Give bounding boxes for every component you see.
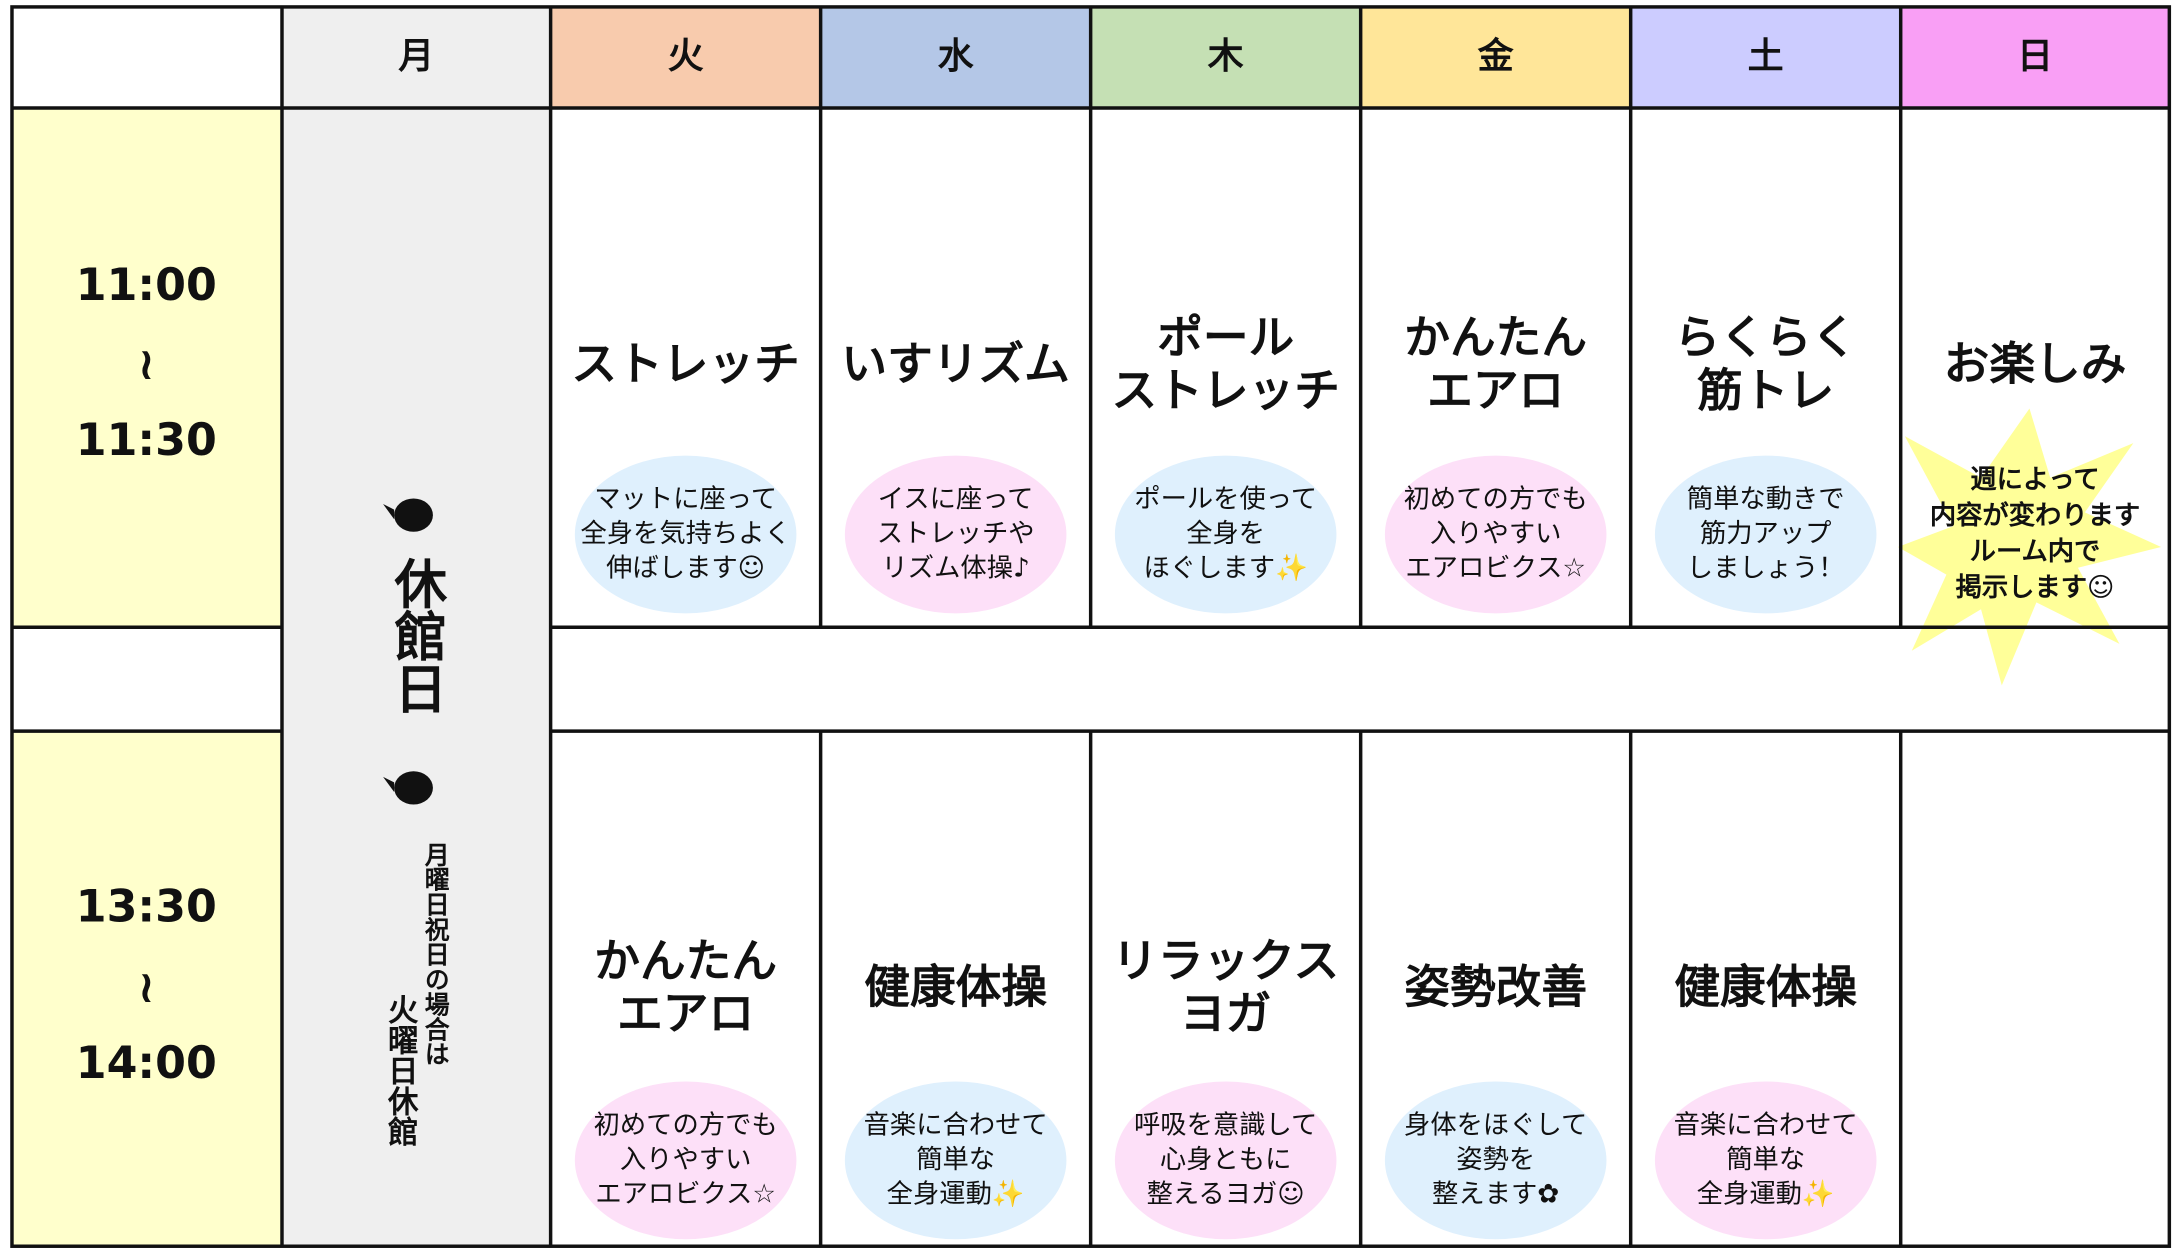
class-description: 音楽に合わせて	[864, 1110, 1048, 1140]
closed-title: 休館日	[386, 557, 448, 715]
day-header: 水	[938, 36, 975, 77]
class-title: ヨガ	[1180, 987, 1271, 1040]
class-description: 全身運動✨	[1697, 1178, 1835, 1209]
class-title: ストレッチ	[1111, 364, 1339, 417]
class-description: 入りやすい	[1430, 519, 1561, 549]
time-label: ≀	[138, 962, 155, 1013]
class-description: 呼吸を意識して	[1134, 1110, 1317, 1140]
class-description: ルーム内で	[1970, 537, 2101, 567]
class-title: 筋トレ	[1697, 364, 1834, 417]
day-header: 金	[1477, 35, 1515, 77]
class-description: 週によって	[1970, 465, 2099, 495]
closed-note: 火曜日休館	[382, 994, 419, 1147]
class-description: ポールを使って	[1134, 484, 1317, 514]
class-title: ストレッチ	[571, 337, 799, 390]
class-title: お楽しみ	[1944, 337, 2127, 390]
description-bubble	[1114, 1081, 1337, 1240]
day-header: 月	[398, 36, 434, 77]
time-label: 11:30	[76, 415, 217, 466]
class-description: イスに座って	[878, 484, 1034, 514]
class-description: 全身を	[1186, 519, 1265, 549]
description-bubble	[844, 455, 1067, 614]
class-title: らくらく	[1674, 311, 1857, 364]
time-label: 11:00	[76, 260, 217, 311]
time-label: 14:00	[76, 1038, 217, 1089]
class-title: エアロ	[1427, 364, 1564, 417]
class-title: 健康体操	[1674, 961, 1857, 1014]
class-title: かんたん	[1404, 311, 1587, 364]
class-title: エアロ	[617, 987, 754, 1040]
class-description: 整えます✿	[1432, 1179, 1559, 1209]
class-description: 初めての方でも	[594, 1110, 778, 1140]
day-header: 木	[1208, 36, 1244, 77]
class-title: 健康体操	[864, 961, 1047, 1014]
closed-label: 休館日 月曜日祝日の場合は 火曜日休館	[382, 498, 451, 1147]
description-bubble	[844, 1081, 1067, 1240]
class-description: 姿勢を	[1456, 1145, 1535, 1175]
class-description: 身体をほぐして	[1404, 1110, 1587, 1140]
class-description: エアロビクス☆	[595, 1179, 776, 1209]
class-description: 筋力アップ	[1700, 519, 1831, 549]
class-description: リズム体操♪	[882, 554, 1030, 584]
class-title: 姿勢改善	[1404, 961, 1587, 1014]
class-description: 整えるヨガ☺	[1147, 1179, 1305, 1209]
class-description: エアロビクス☆	[1405, 554, 1586, 584]
class-title: かんたん	[594, 934, 777, 987]
class-description: 初めての方でも	[1404, 484, 1588, 514]
description-bubble	[1654, 455, 1877, 614]
day-header: 土	[1748, 36, 1784, 77]
class-description: 入りやすい	[620, 1145, 751, 1175]
class-title: リラックス	[1112, 934, 1339, 987]
class-description: 心身ともに	[1160, 1145, 1291, 1175]
class-description: 内容が変わります	[1930, 500, 2140, 531]
class-description: 簡単な動きで	[1687, 484, 1845, 514]
class-description: しましょう！	[1687, 554, 1845, 584]
class-description: 簡単な	[916, 1145, 995, 1175]
closed-note: 月曜日祝日の場合は	[421, 842, 450, 1066]
class-description: ほぐします✨	[1144, 553, 1308, 584]
class-title: ポール	[1157, 311, 1294, 364]
class-description: 伸ばします☺	[606, 554, 765, 584]
class-description: 掲示します☺	[1956, 573, 2115, 603]
class-description: ストレッチや	[877, 519, 1035, 549]
class-title: いすリズム	[841, 337, 1069, 390]
class-description: 簡単な	[1726, 1145, 1805, 1175]
grid	[10, 5, 2172, 1248]
description-bubble	[1384, 1081, 1607, 1240]
description-bubble	[1654, 1081, 1877, 1240]
description-bubble	[1384, 455, 1607, 614]
description-bubble	[574, 1081, 797, 1240]
description-bubble	[1114, 455, 1337, 614]
day-header: 日	[2017, 36, 2053, 77]
description-bubble	[574, 455, 797, 614]
time-label: ≀	[138, 339, 155, 390]
class-description: 全身を気持ちよく	[580, 519, 790, 549]
day-header: 火	[668, 36, 704, 77]
class-description: 音楽に合わせて	[1674, 1110, 1858, 1140]
class-description: 全身運動✨	[887, 1178, 1025, 1209]
class-description: マットに座って	[594, 484, 777, 514]
time-label: 13:30	[76, 882, 217, 933]
